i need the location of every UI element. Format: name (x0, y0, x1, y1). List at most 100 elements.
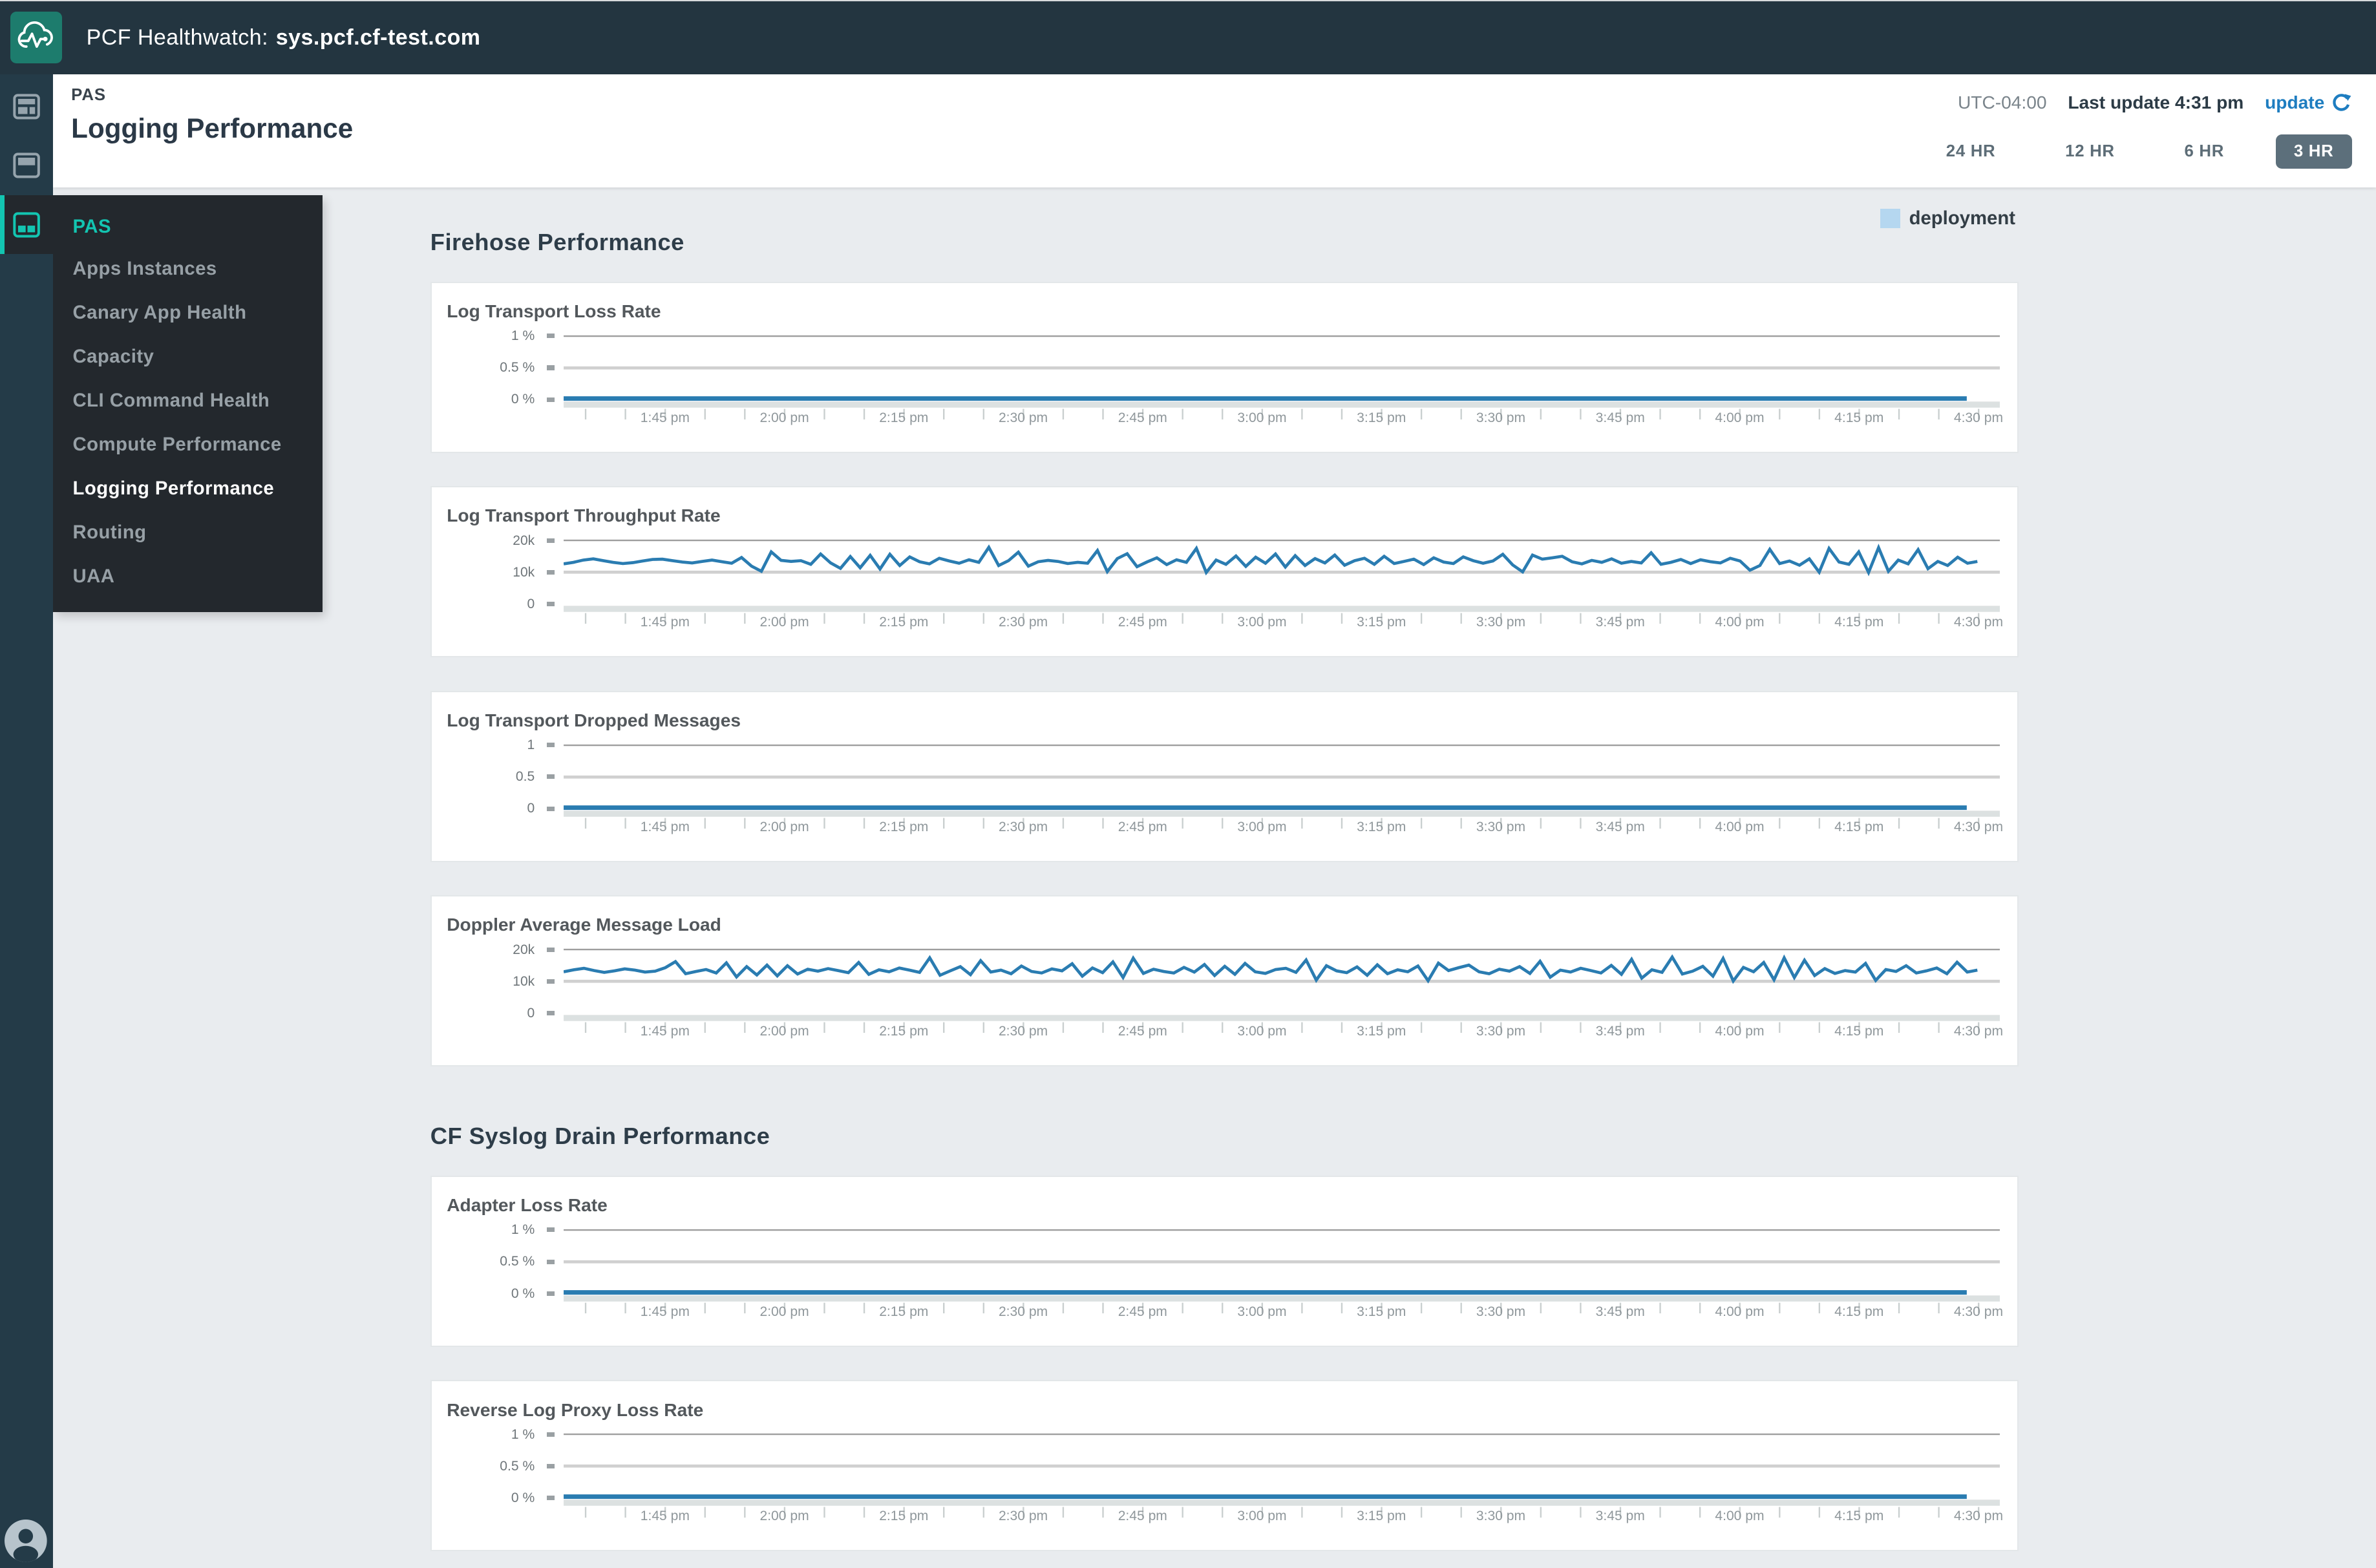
y-axis-tick (546, 1259, 555, 1264)
chart-title: Log Transport Dropped Messages (447, 710, 741, 730)
x-axis-label: 3:30 pm (1476, 615, 1526, 630)
range-12hr-button[interactable]: 12 HR (2065, 142, 2115, 160)
plot-area (563, 335, 2000, 419)
x-axis-label: 4:15 pm (1834, 1509, 1884, 1524)
menu-item-apps-instances[interactable]: Apps Instances (72, 257, 217, 279)
x-axis-label: 1:45 pm (640, 1304, 690, 1319)
main-content: deployment Firehose Performance Log Tran… (53, 187, 2376, 1568)
x-axis-label: 2:45 pm (1118, 1509, 1167, 1524)
y-axis-label: 0 % (511, 1490, 535, 1506)
update-link[interactable]: update (2265, 92, 2351, 114)
menu-item-logging-performance[interactable]: Logging Performance (72, 477, 275, 499)
x-axis-label: 4:30 pm (1953, 615, 2004, 630)
menu-item-routing[interactable]: Routing (72, 521, 147, 543)
deployment-legend[interactable]: deployment (1880, 207, 2015, 229)
x-axis-label: 2:30 pm (998, 410, 1048, 425)
y-axis-tick (546, 1291, 555, 1296)
plot-area (563, 949, 2000, 1033)
x-axis-label: 3:45 pm (1595, 1024, 1645, 1039)
menu-item-uaa[interactable]: UAA (72, 565, 115, 587)
menu-item-capacity[interactable]: Capacity (72, 345, 154, 367)
rail-item-dashboard[interactable] (0, 77, 53, 136)
left-rail (0, 74, 54, 1568)
x-axis-label: 3:15 pm (1357, 615, 1406, 630)
x-axis-label: 4:15 pm (1834, 1304, 1884, 1319)
chart-card-log-transport-loss-rate: Log Transport Loss Rate 1 % 0.5 % 0 % 1:45 … (430, 281, 2019, 453)
legend-swatch (1880, 208, 1900, 229)
x-axis-label: 4:00 pm (1715, 410, 1765, 425)
x-axis-label: 2:45 pm (1118, 410, 1167, 425)
chart-title: Log Transport Throughput Rate (447, 505, 721, 526)
y-axis-label: 0 (527, 1005, 535, 1021)
x-axis-label: 3:30 pm (1476, 410, 1526, 425)
range-3hr-button[interactable]: 3 HR (2275, 134, 2352, 169)
y-axis-tick (546, 947, 555, 952)
update-link-label: update (2265, 92, 2325, 113)
x-axis-label: 2:15 pm (879, 1509, 929, 1524)
x-axis-label: 4:15 pm (1834, 819, 1884, 834)
y-axis-label: 20k (513, 533, 535, 548)
chart-card-log-transport-throughput-rate: Log Transport Throughput Rate 20k 10k 0 1:4… (430, 486, 2019, 658)
x-axis-label: 3:15 pm (1357, 1024, 1406, 1039)
y-axis-label: 0 (527, 596, 535, 611)
range-6hr-button[interactable]: 6 HR (2184, 142, 2225, 160)
chart-card-reverse-log-proxy-loss-rate: Reverse Log Proxy Loss Rate 1 % 0.5 % 0 % 1… (430, 1380, 2019, 1552)
menu-item-compute-performance[interactable]: Compute Performance (72, 433, 282, 455)
x-axis-label: 4:30 pm (1953, 1024, 2004, 1039)
x-axis-label: 4:00 pm (1715, 1304, 1765, 1319)
x-axis-label: 2:30 pm (998, 1509, 1048, 1524)
rail-item-logging-dashboards[interactable] (0, 195, 54, 255)
x-axis-label: 2:15 pm (879, 410, 929, 425)
x-axis-label: 4:15 pm (1834, 615, 1884, 630)
x-axis-label: 4:30 pm (1953, 1509, 2004, 1524)
menu-item-pas[interactable]: PAS (72, 215, 111, 237)
y-axis-tick (546, 1011, 555, 1016)
x-axis-label: 1:45 pm (640, 1024, 690, 1039)
y-axis-label: 1 % (511, 328, 535, 344)
top-header: PCF Healthwatch: sys.pcf.cf-test.com (0, 1, 2376, 74)
x-axis-label: 2:00 pm (759, 819, 809, 834)
x-axis-label: 3:15 pm (1357, 410, 1406, 425)
x-axis-label: 3:00 pm (1237, 819, 1287, 834)
y-axis-label: 10k (513, 564, 535, 580)
menu-item-canary-app-health[interactable]: Canary App Health (72, 301, 247, 323)
user-avatar[interactable] (5, 1520, 47, 1563)
app-title: PCF Healthwatch: sys.pcf.cf-test.com (87, 1, 481, 74)
cloud-pulse-icon (17, 21, 54, 48)
time-range-selector: 24 HR 12 HR 6 HR 3 HR (1894, 134, 2352, 169)
x-axis-label: 2:15 pm (879, 819, 929, 834)
x-axis-label: 3:30 pm (1476, 1024, 1526, 1039)
y-axis-label: 0.5 % (500, 1254, 535, 1269)
menu-item-cli-command-health[interactable]: CLI Command Health (72, 389, 270, 411)
x-axis-label: 3:00 pm (1237, 615, 1287, 630)
y-axis-tick (546, 569, 555, 575)
refresh-icon (2333, 93, 2351, 111)
app-title-prefix: PCF Healthwatch: (86, 25, 268, 50)
x-axis-label: 3:00 pm (1237, 410, 1287, 425)
y-axis-tick (546, 1464, 555, 1469)
x-axis-label: 3:45 pm (1595, 819, 1645, 834)
healthwatch-logo-icon[interactable] (10, 12, 63, 64)
x-axis-label: 2:00 pm (759, 1304, 809, 1319)
chart-title: Reverse Log Proxy Loss Rate (447, 1399, 704, 1420)
panel-split-icon (13, 212, 40, 238)
panel-top-icon (13, 153, 40, 178)
y-axis-tick (546, 538, 555, 543)
x-axis-label: 3:00 pm (1237, 1509, 1287, 1524)
rail-item-panel-top[interactable] (0, 136, 53, 195)
x-axis-label: 4:30 pm (1953, 410, 2004, 425)
x-axis-label: 2:15 pm (879, 1024, 929, 1039)
y-axis-label: 1 (527, 737, 535, 753)
x-axis-label: 2:15 pm (879, 1304, 929, 1319)
plot-area (563, 1229, 2000, 1313)
x-axis-label: 2:30 pm (998, 819, 1048, 834)
x-axis-label: 3:15 pm (1357, 1304, 1406, 1319)
y-axis-tick (546, 774, 555, 779)
range-24hr-button[interactable]: 24 HR (1946, 142, 1996, 160)
chart-card-log-transport-dropped-messages: Log Transport Dropped Messages 1 0.5 0 1:45… (430, 690, 2019, 862)
section-heading-firehose: Firehose Performance (430, 228, 684, 255)
plot-area (563, 744, 2000, 829)
y-axis-label: 0 % (511, 1286, 535, 1301)
y-axis-tick (546, 1227, 555, 1233)
x-axis-label: 1:45 pm (640, 1509, 690, 1524)
